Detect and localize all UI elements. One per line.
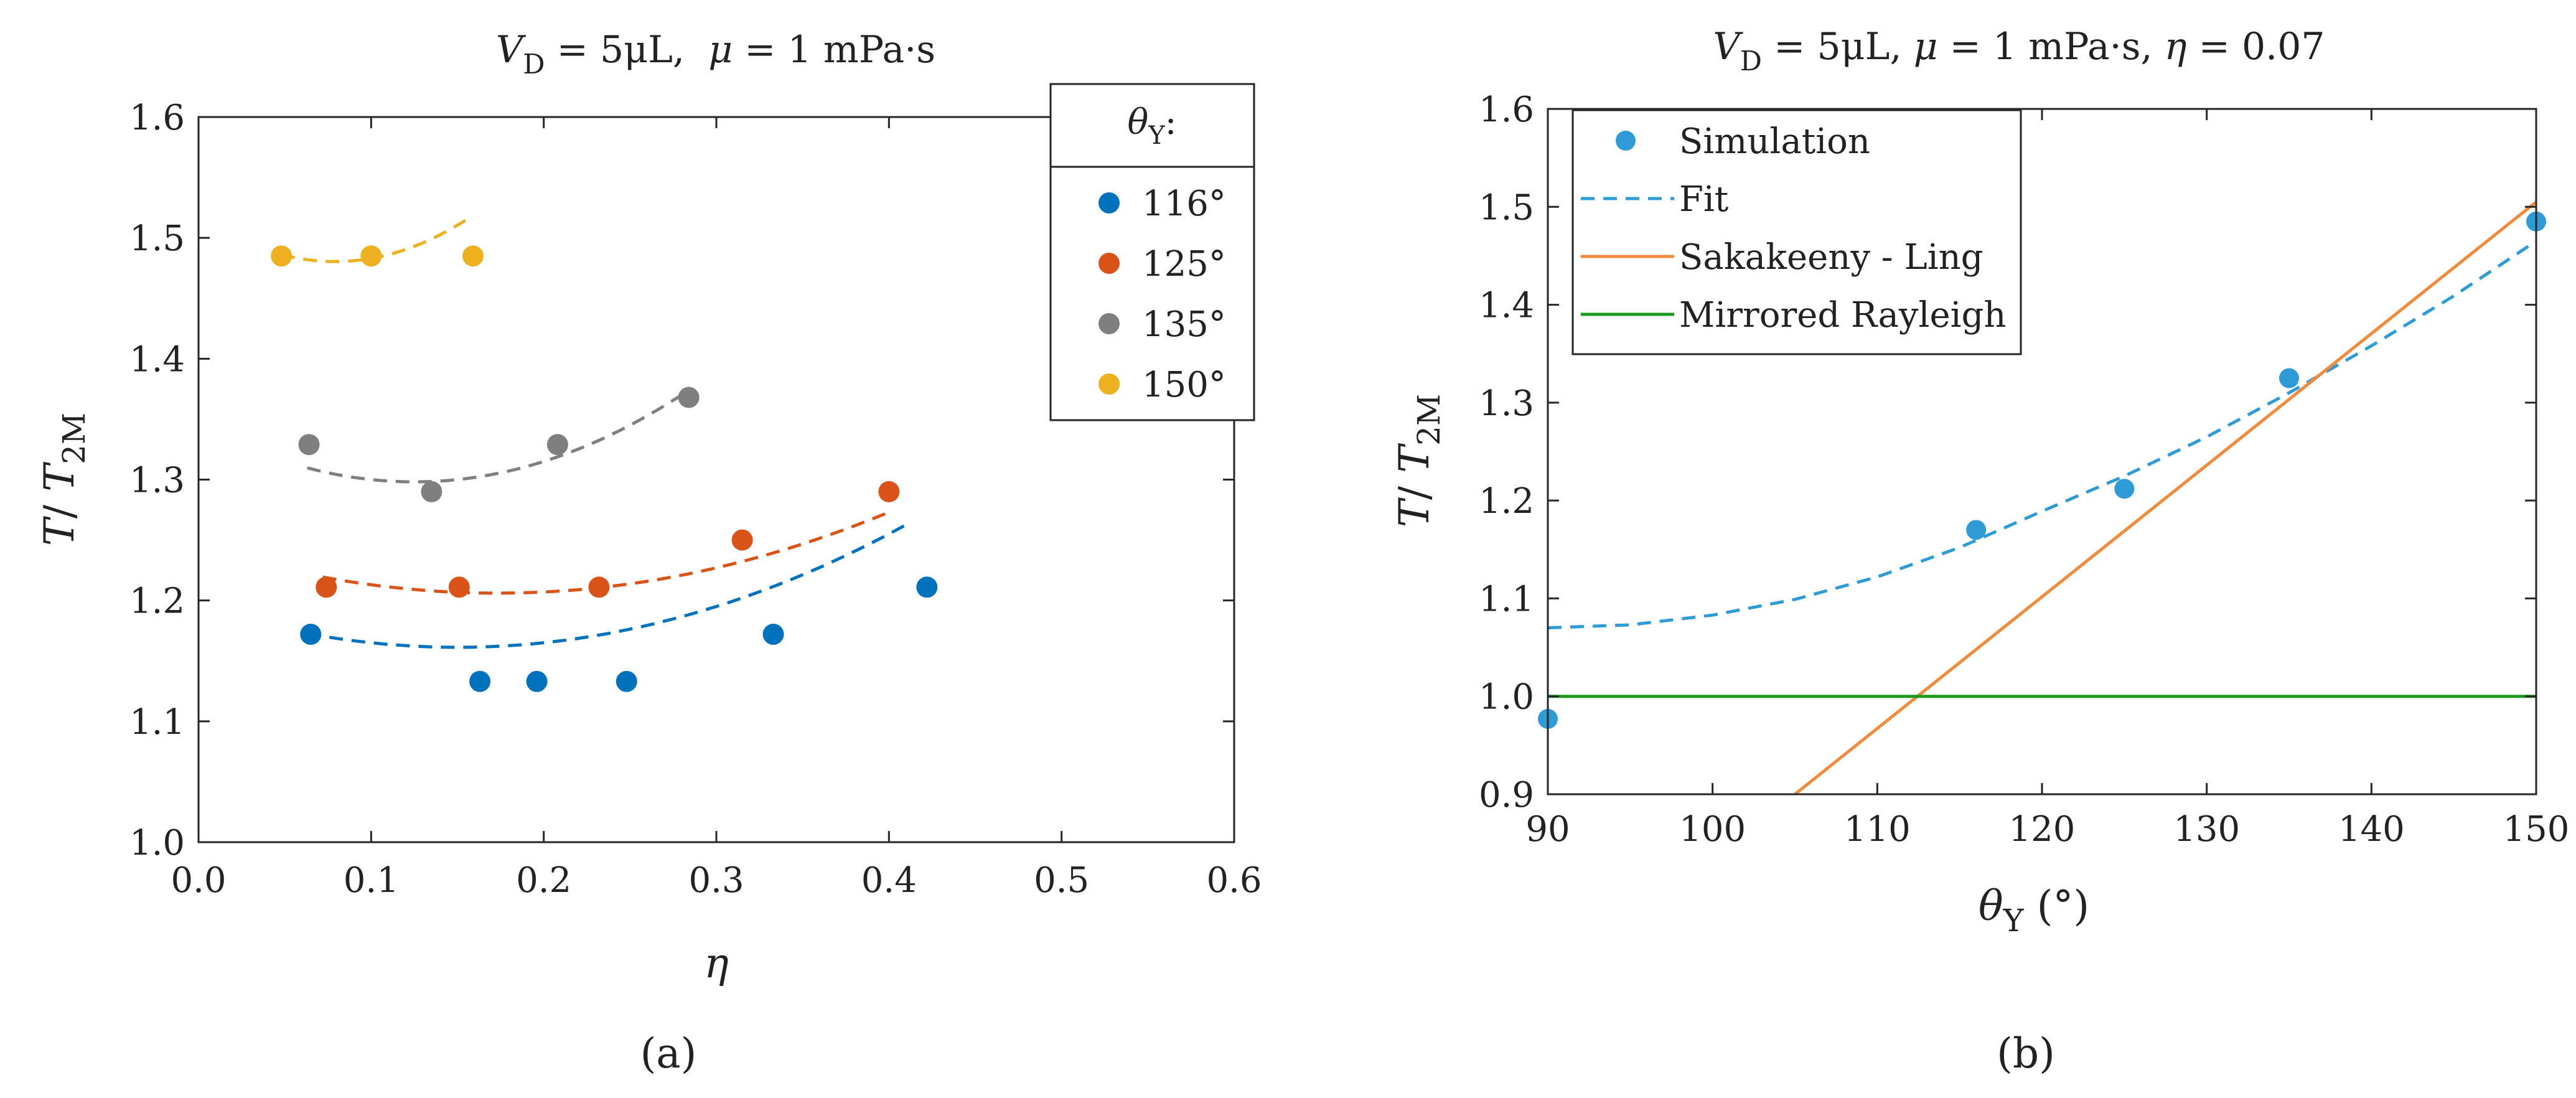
- chart-b-y-tick-label: 1.3: [1479, 383, 1534, 424]
- chart-a-legend: θY: 116° 125° 135° 150°: [1049, 83, 1255, 421]
- chart-a-point-125: [588, 576, 610, 598]
- chart-a-x-tick-label: 0.2: [516, 860, 571, 901]
- chart-a-y-axis-label: T/ T2M: [35, 413, 92, 546]
- chart-a-point-116: [762, 624, 784, 645]
- chart-a-y-tick-label: 1.3: [129, 461, 185, 501]
- chart-a-legend-label: 150°: [1142, 365, 1226, 405]
- chart-a-x-tick-label: 0.3: [688, 860, 744, 901]
- chart-b-x-tick-label: 140: [2338, 809, 2405, 850]
- chart-a-x-tick-label: 0.6: [1206, 860, 1262, 901]
- chart-b-y-axis-label: T/ T2M: [1390, 394, 1447, 527]
- chart-a-point-116: [916, 576, 938, 598]
- chart-b-y-tick-label: 1.5: [1479, 187, 1534, 228]
- chart-a-point-135: [546, 434, 568, 456]
- chart-a-x-tick-label: 0.0: [171, 860, 226, 901]
- chart-a-point-125: [878, 481, 900, 502]
- chart-b-point-simulation: [2114, 479, 2135, 499]
- chart-a-point-116: [469, 670, 491, 692]
- chart-b-panel-label: (b): [1997, 1030, 2055, 1077]
- chart-a-point-150: [462, 245, 484, 267]
- chart-a-legend-label: 116°: [1142, 184, 1226, 224]
- chart-a-point-116: [616, 670, 637, 692]
- chart-a-y-tick-label: 1.6: [129, 98, 185, 138]
- chart-b-x-axis-label: θY (°): [1979, 882, 2089, 939]
- chart-b-x-tick-label: 90: [1525, 809, 1570, 850]
- chart-b-y-tick-label: 1.0: [1479, 677, 1534, 718]
- chart-a-point-135: [298, 434, 320, 456]
- chart-b-x-tick-label: 110: [1844, 809, 1911, 850]
- chart-a-point-125: [316, 576, 337, 598]
- chart-a-y-tick-label: 1.1: [129, 702, 185, 743]
- chart-a-point-116: [526, 670, 548, 692]
- chart-a-legend-marker: [1098, 253, 1120, 274]
- chart-b-legend-label: Simulation: [1679, 121, 1870, 162]
- chart-b-legend-label: Sakakeeny - Ling: [1679, 237, 1984, 278]
- chart-a-point-135: [421, 481, 443, 502]
- chart-a-x-tick-label: 0.1: [344, 860, 399, 901]
- chart-b: VD = 5μL, μ = 1 mPa·s, η = 0.07 90 100 110…: [1390, 25, 2569, 1077]
- chart-a-legend-marker: [1098, 313, 1120, 334]
- chart-b-point-simulation: [2279, 368, 2299, 388]
- chart-b-x-tick-label: 100: [1679, 809, 1746, 850]
- chart-b-title: VD = 5μL, μ = 1 mPa·s, η = 0.07: [1713, 25, 2325, 77]
- chart-b-legend-label: Mirrored Rayleigh: [1679, 295, 2006, 336]
- chart-a-y-tick-label: 1.4: [129, 339, 185, 380]
- chart-a-point-150: [271, 245, 293, 267]
- chart-a-legend-label: 125°: [1142, 244, 1226, 284]
- chart-b-legend-label: Fit: [1679, 179, 1729, 220]
- chart-a-point-125: [731, 529, 753, 551]
- chart-b-y-tick-label: 1.4: [1479, 286, 1534, 326]
- chart-b-y-tick-label: 0.9: [1479, 775, 1534, 815]
- chart-a-y-tick-label: 1.5: [129, 218, 185, 259]
- chart-a-point-116: [300, 624, 322, 645]
- chart-b-y-tick-label: 1.1: [1479, 579, 1534, 619]
- chart-b-x-tick-label: 130: [2173, 809, 2240, 850]
- chart-b-y-tick-label: 1.6: [1479, 90, 1534, 130]
- chart-a-x-tick-label: 0.5: [1034, 860, 1089, 901]
- chart-a-legend-title: θY:: [1128, 102, 1177, 150]
- chart-a-y-tick-label: 1.0: [129, 823, 185, 863]
- chart-a-x-tick-label: 0.4: [861, 860, 917, 901]
- chart-b-line-fit: [1548, 240, 2536, 630]
- chart-a-legend-marker: [1098, 373, 1120, 395]
- chart-a-point-135: [678, 387, 700, 408]
- chart-a: VD = 5μL, μ = 1 mPa·s 0.0 0.1 0.2 0.3 0.4 0.5…: [35, 28, 1262, 1077]
- chart-a-fit-135: [307, 390, 688, 484]
- chart-a-fit-116: [307, 520, 912, 649]
- chart-b-legend-marker: [1616, 131, 1636, 151]
- chart-a-point-125: [448, 576, 470, 598]
- chart-b-y-tick-label: 1.2: [1479, 481, 1534, 522]
- chart-a-legend-label: 135°: [1142, 304, 1226, 345]
- chart-b-point-simulation: [1966, 520, 1987, 540]
- chart-a-point-150: [360, 245, 382, 267]
- chart-a-y-tick-label: 1.2: [129, 581, 185, 622]
- chart-b-x-tick-label: 150: [2503, 809, 2570, 850]
- chart-b-x-tick-label: 120: [2009, 809, 2076, 850]
- chart-a-title: VD = 5μL, μ = 1 mPa·s: [496, 28, 935, 80]
- chart-b-legend: Simulation Fit Sakakeeny - Ling Mirrored Ra…: [1571, 109, 2022, 355]
- chart-a-panel-label: (a): [640, 1030, 697, 1077]
- chart-a-x-axis-label: η: [704, 939, 729, 987]
- chart-a-legend-marker: [1098, 192, 1120, 214]
